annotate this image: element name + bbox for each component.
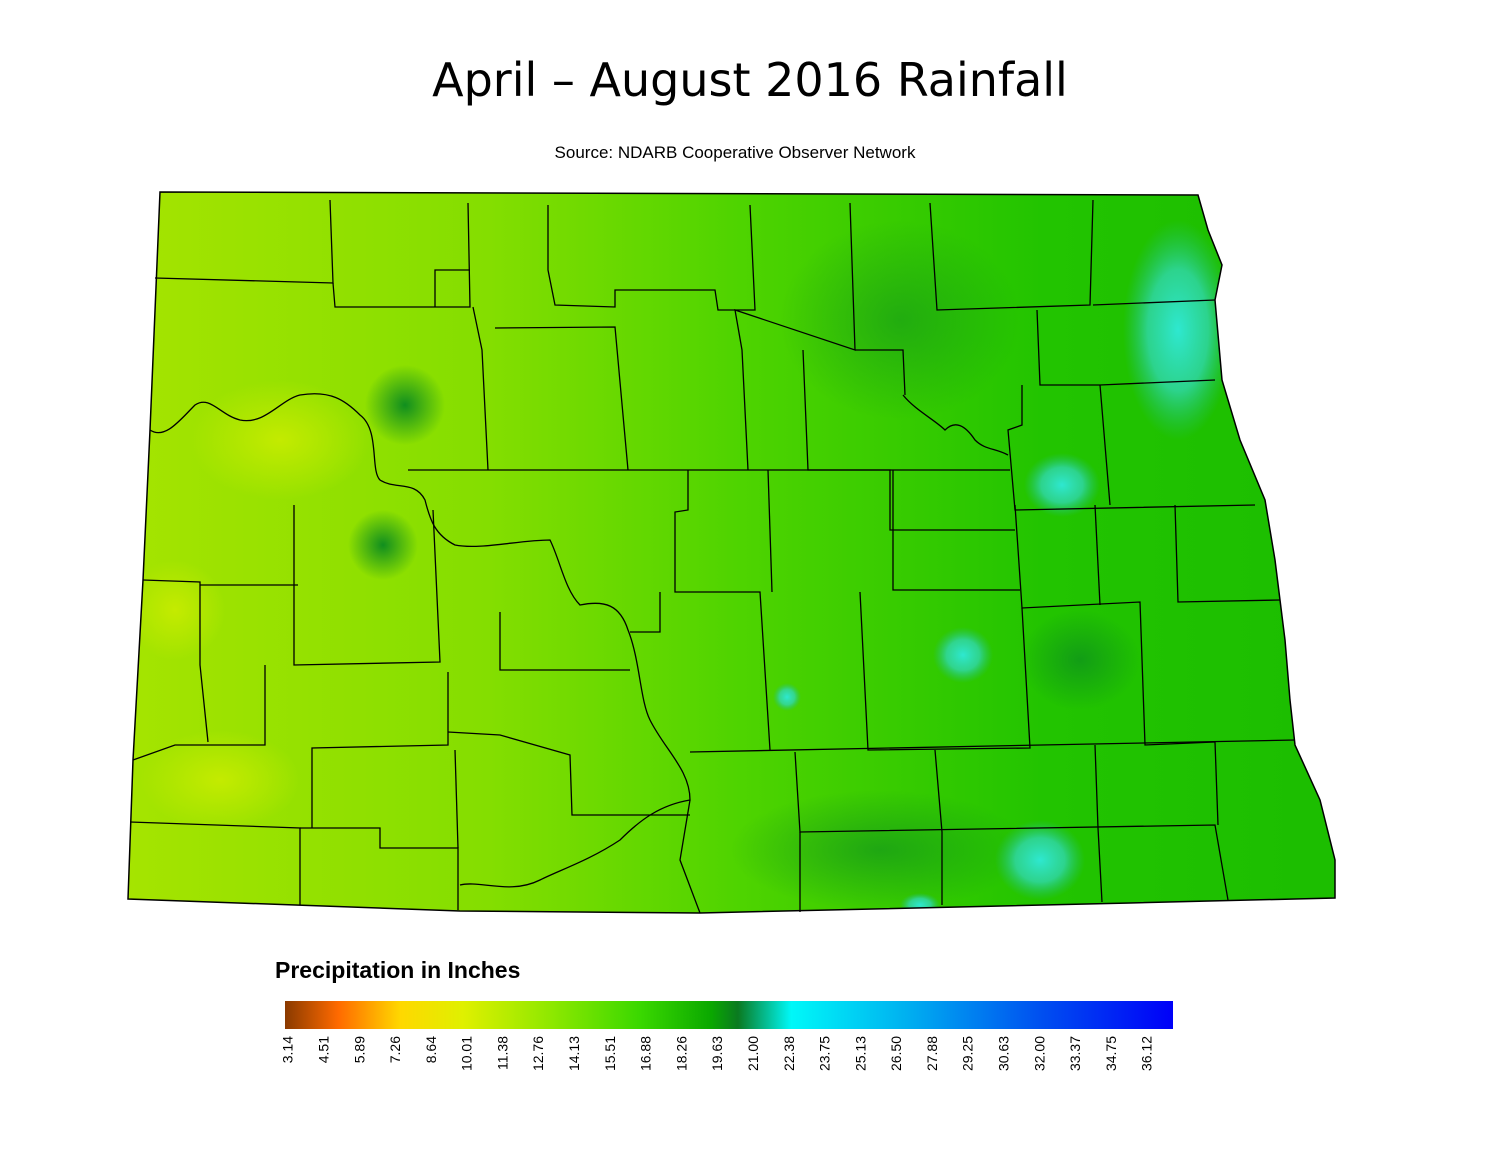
county-lines (127, 191, 1336, 914)
legend-tick-label: 30.63 (996, 1036, 1012, 1071)
legend-tick-label: 8.64 (423, 1036, 439, 1063)
legend-tick-label: 29.25 (960, 1036, 976, 1071)
legend-tick-label: 11.38 (494, 1036, 510, 1070)
legend-tick-label: 5.89 (351, 1036, 367, 1063)
legend-tick-label: 14.13 (566, 1036, 582, 1071)
legend-tick-label: 36.12 (1139, 1036, 1155, 1071)
legend-tick-label: 10.01 (459, 1036, 475, 1071)
legend-tick-label: 18.26 (673, 1036, 689, 1071)
legend-ticks: 3.14 4.51 5.89 7.26 8.64 10.01 11.38 12.76 14.13… (280, 1036, 1155, 1071)
map-subtitle: Source: NDARB Cooperative Observer Netwo… (555, 143, 916, 162)
legend-tick-label: 3.14 (280, 1036, 296, 1063)
legend-tick-label: 34.75 (1103, 1036, 1119, 1071)
legend-tick-label: 25.13 (852, 1036, 868, 1071)
legend-tick-label: 32.00 (1031, 1036, 1047, 1071)
legend-tick-label: 12.76 (530, 1036, 546, 1071)
legend-tick-label: 19.63 (709, 1036, 725, 1071)
precip-surface (128, 192, 1335, 913)
legend-tick-label: 16.88 (638, 1036, 654, 1071)
legend-tick-label: 33.37 (1067, 1036, 1083, 1071)
legend-tick-label: 7.26 (387, 1036, 403, 1063)
legend-tick-label: 22.38 (781, 1036, 797, 1071)
map-title: April – August 2016 Rainfall (432, 53, 1068, 107)
legend-title: Precipitation in Inches (275, 957, 520, 983)
legend-tick-label: 26.50 (888, 1036, 904, 1071)
legend-tick-label: 27.88 (924, 1036, 940, 1071)
color-bar (285, 1001, 1173, 1029)
legend-tick-label: 15.51 (602, 1036, 618, 1071)
legend-tick-label: 21.00 (745, 1036, 761, 1071)
legend-tick-label: 23.75 (817, 1036, 833, 1071)
legend-tick-label: 4.51 (315, 1036, 331, 1063)
